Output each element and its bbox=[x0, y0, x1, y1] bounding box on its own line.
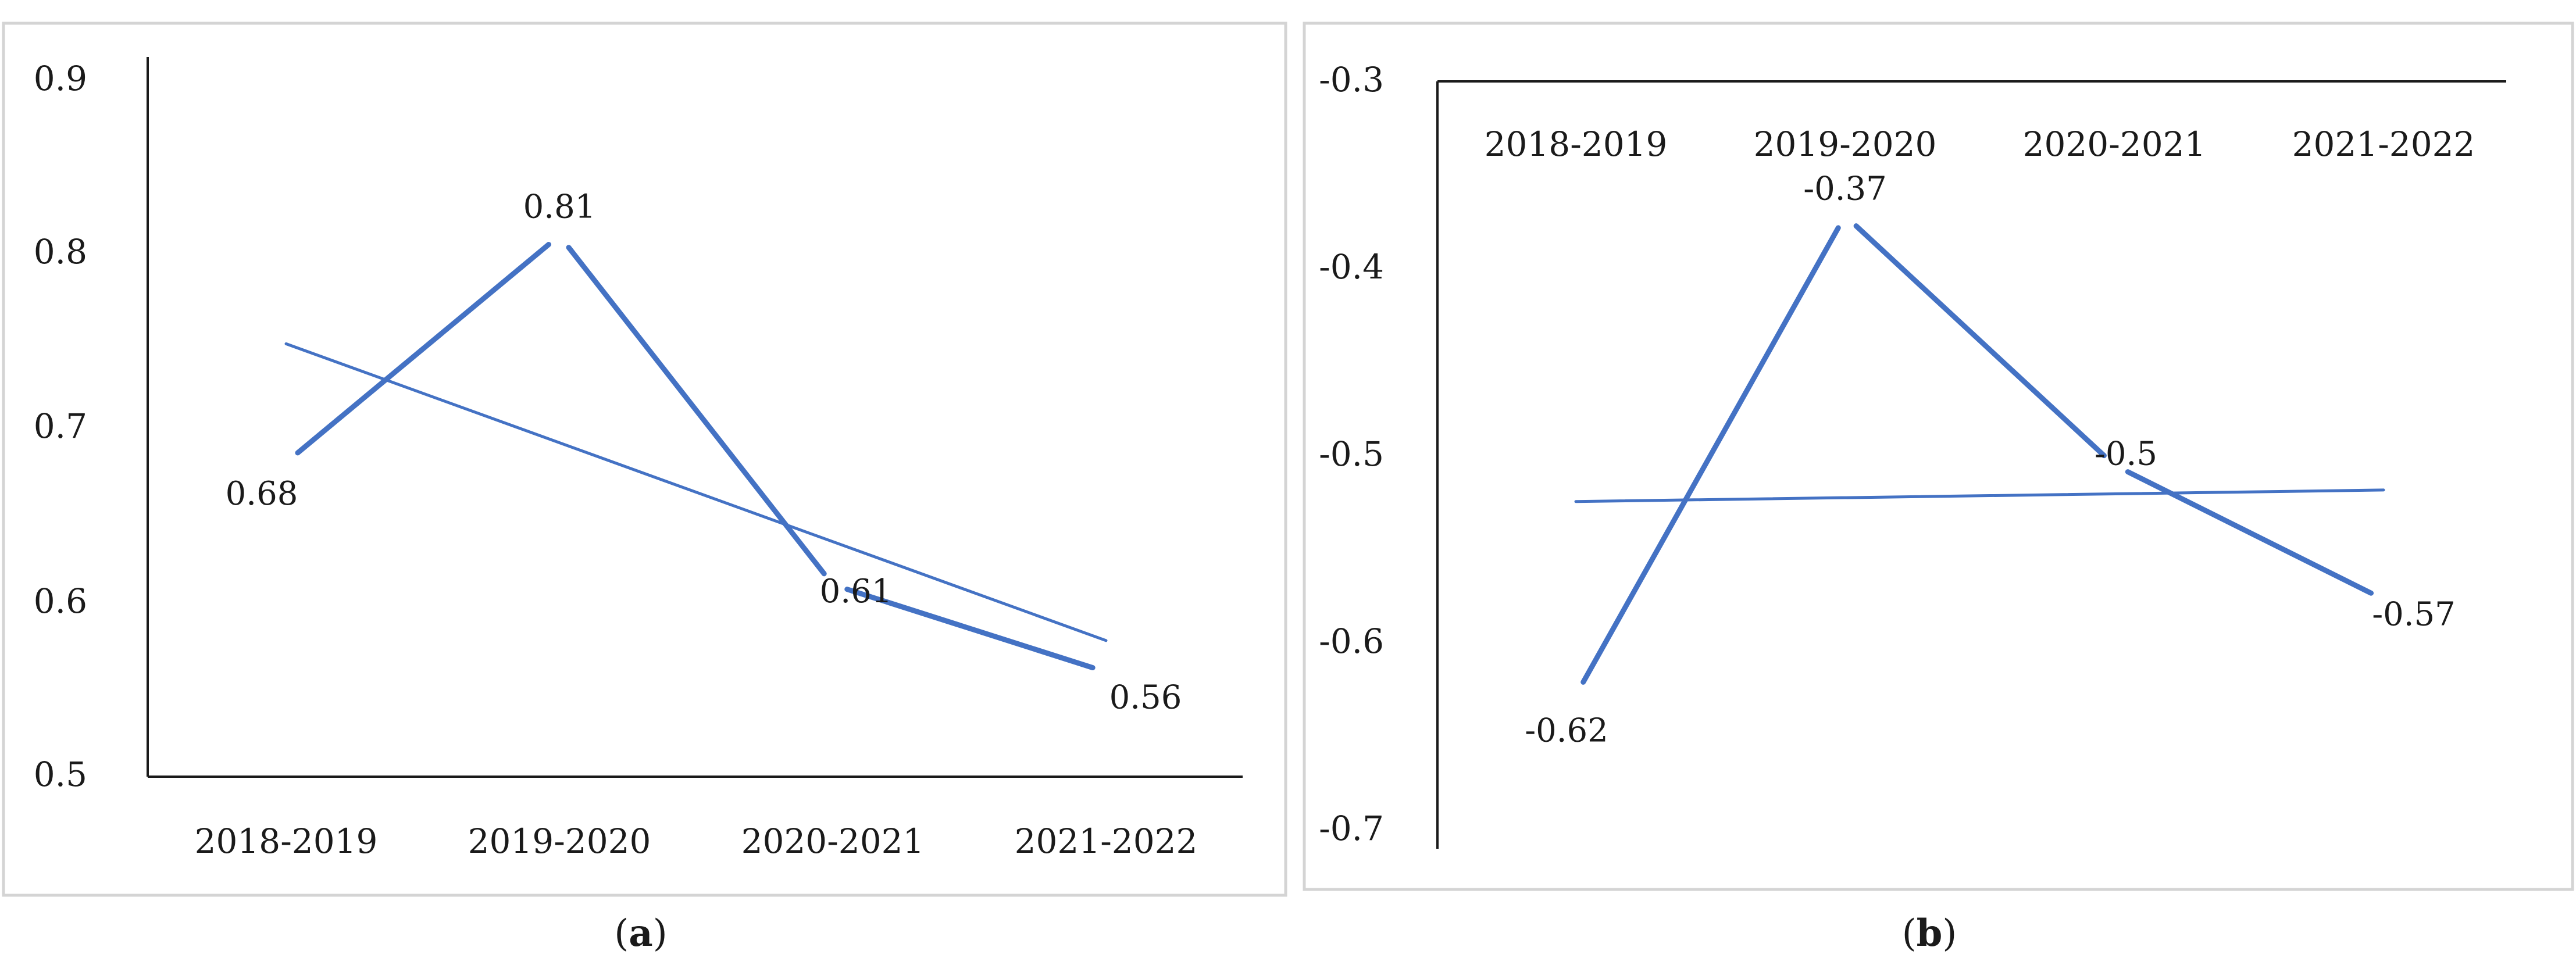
y-tick-label: -0.4 bbox=[1319, 247, 1384, 287]
series-line-segment bbox=[566, 245, 827, 577]
series-line-segment bbox=[1853, 223, 2107, 459]
x-tick-label: 2019-2020 bbox=[1754, 124, 1937, 164]
chart-frame-a bbox=[2, 22, 1287, 897]
y-axis-ticks-a: 0.9 0.8 0.7 0.6 0.5 bbox=[34, 59, 87, 794]
data-label: 0.56 bbox=[1109, 678, 1182, 716]
x-axis-ticks-a: 2018-2019 2019-2020 2020-2021 2021-2022 bbox=[195, 821, 1198, 861]
chart-frame-b bbox=[1303, 22, 2574, 891]
data-label: 0.68 bbox=[226, 475, 298, 513]
y-tick-label: 0.6 bbox=[34, 581, 87, 621]
plot-area-b: -0.62 -0.37 -0.5 -0.57 bbox=[1525, 170, 2456, 750]
y-tick-label: -0.5 bbox=[1319, 434, 1384, 474]
data-label: -0.57 bbox=[2372, 596, 2456, 634]
caption-b: (b) bbox=[1902, 912, 1957, 955]
x-tick-label: 2018-2019 bbox=[1485, 124, 1668, 164]
caption-a-letter: a bbox=[629, 912, 652, 955]
y-tick-label: -0.6 bbox=[1319, 621, 1384, 661]
data-label: 0.61 bbox=[820, 573, 893, 610]
series-line-segment bbox=[1580, 225, 1841, 685]
trendline bbox=[284, 342, 1108, 642]
y-tick-label: 0.5 bbox=[34, 755, 87, 794]
caption-b-letter: b bbox=[1917, 912, 1943, 955]
x-tick-label: 2021-2022 bbox=[2292, 124, 2475, 164]
trendline bbox=[1574, 488, 2385, 503]
x-axis-ticks-b: 2018-2019 2019-2020 2020-2021 2021-2022 bbox=[1485, 124, 2475, 164]
data-label: -0.37 bbox=[1803, 170, 1887, 208]
data-label: 0.81 bbox=[523, 188, 596, 226]
y-tick-label: 0.8 bbox=[34, 232, 87, 271]
x-tick-label: 2020-2021 bbox=[2023, 124, 2206, 164]
x-tick-label: 2021-2022 bbox=[1015, 821, 1198, 861]
series-line-segment bbox=[2125, 469, 2374, 596]
plot-area-a: 0.68 0.81 0.61 0.56 bbox=[226, 188, 1182, 717]
y-tick-label: -0.3 bbox=[1319, 60, 1384, 99]
x-tick-label: 2018-2019 bbox=[195, 821, 378, 861]
y-tick-label: 0.7 bbox=[34, 406, 87, 446]
y-axis-ticks-b: -0.3 -0.4 -0.5 -0.6 -0.7 bbox=[1319, 60, 1384, 848]
caption-a: (a) bbox=[614, 912, 667, 955]
y-tick-label: 0.9 bbox=[34, 59, 87, 98]
chart-panel-b: -0.3 -0.4 -0.5 -0.6 -0.7 2018-2019 2019-… bbox=[1303, 22, 2574, 891]
data-label: -0.62 bbox=[1525, 712, 1608, 750]
x-tick-label: 2019-2020 bbox=[468, 821, 651, 861]
series-line-segment bbox=[295, 242, 552, 456]
series-line-segment bbox=[844, 587, 1096, 671]
data-label: -0.5 bbox=[2095, 435, 2157, 473]
x-tick-label: 2020-2021 bbox=[741, 821, 925, 861]
y-tick-label: -0.7 bbox=[1319, 809, 1384, 848]
chart-panel-a: 0.9 0.8 0.7 0.6 0.5 2018-2019 2019-2020 … bbox=[2, 22, 1287, 897]
